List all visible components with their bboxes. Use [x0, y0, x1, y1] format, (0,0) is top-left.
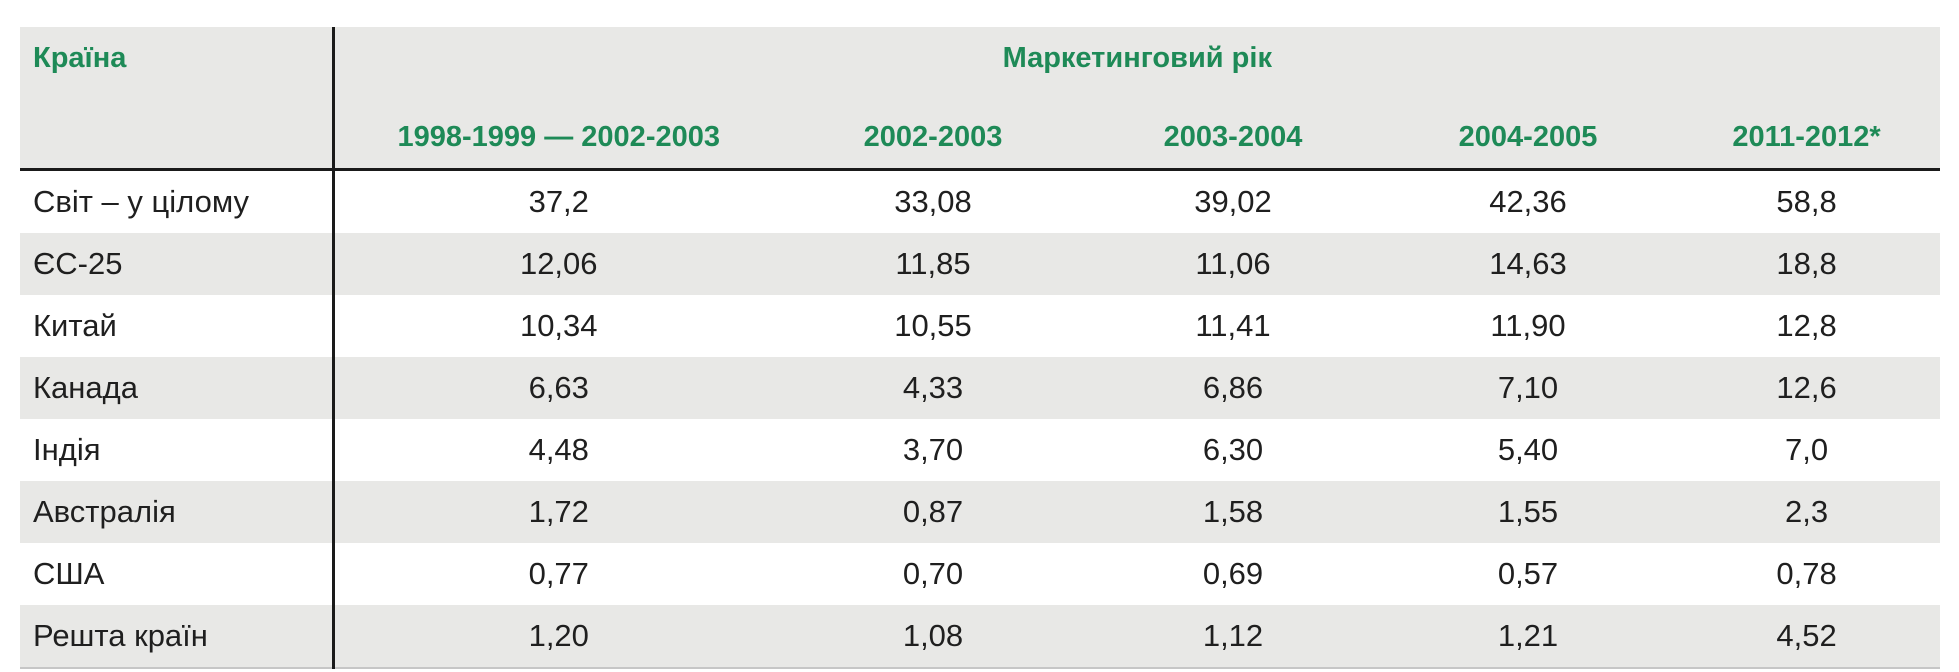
value-cell: 58,8 — [1673, 169, 1941, 233]
value-cell: 4,48 — [333, 419, 783, 481]
value-cell: 0,87 — [783, 481, 1083, 543]
value-cell: 2,3 — [1673, 481, 1941, 543]
value-cell: 12,8 — [1673, 295, 1941, 357]
table-row: ЄС-25 12,06 11,85 11,06 14,63 18,8 — [20, 233, 1941, 295]
table-row: Китай 10,34 10,55 11,41 11,90 12,8 — [20, 295, 1941, 357]
header-row-years: 1998-1999 — 2002-2003 2002-2003 2003-200… — [20, 90, 1941, 171]
table-row: Решта країн 1,20 1,08 1,12 1,21 4,52 — [20, 605, 1941, 669]
value-cell: 1,55 — [1383, 481, 1673, 543]
header-row-group: Країна Маркетинговий рік — [20, 27, 1941, 90]
country-cell: Індія — [20, 419, 335, 481]
value-cell: 37,2 — [333, 169, 783, 233]
value-cell: 1,12 — [1083, 605, 1383, 669]
value-cell: 11,90 — [1383, 295, 1673, 357]
value-cell: 1,08 — [783, 605, 1083, 669]
year-header-1998-2003: 1998-1999 — 2002-2003 — [333, 90, 783, 171]
value-cell: 7,10 — [1383, 357, 1673, 419]
value-cell: 1,21 — [1383, 605, 1673, 669]
table-row: Австралія 1,72 0,87 1,58 1,55 2,3 — [20, 481, 1941, 543]
table-row: Індія 4,48 3,70 6,30 5,40 7,0 — [20, 419, 1941, 481]
value-cell: 10,34 — [333, 295, 783, 357]
country-cell: Китай — [20, 295, 335, 357]
country-cell: ЄС-25 — [20, 233, 335, 295]
year-header-2002-2003: 2002-2003 — [783, 90, 1083, 171]
value-cell: 11,41 — [1083, 295, 1383, 357]
table-body: Світ – у цілому 37,2 33,08 39,02 42,36 58,8 ЄС… — [20, 169, 1941, 669]
value-cell: 1,20 — [333, 605, 783, 669]
value-cell: 1,72 — [333, 481, 783, 543]
value-cell: 42,36 — [1383, 169, 1673, 233]
value-cell: 0,69 — [1083, 543, 1383, 605]
table-row: Канада 6,63 4,33 6,86 7,10 12,6 — [20, 357, 1941, 419]
year-header-2003-2004: 2003-2004 — [1083, 90, 1383, 171]
value-cell: 3,70 — [783, 419, 1083, 481]
value-cell: 6,30 — [1083, 419, 1383, 481]
country-cell: Решта країн — [20, 605, 335, 669]
table-row: Світ – у цілому 37,2 33,08 39,02 42,36 58,8 — [20, 169, 1941, 233]
country-cell: Світ – у цілому — [20, 169, 335, 233]
value-cell: 5,40 — [1383, 419, 1673, 481]
value-cell: 0,70 — [783, 543, 1083, 605]
country-column-header: Країна — [20, 27, 335, 90]
value-cell: 11,85 — [783, 233, 1083, 295]
value-cell: 4,52 — [1673, 605, 1941, 669]
value-cell: 0,57 — [1383, 543, 1673, 605]
year-header-2011-2012: 2011-2012* — [1673, 90, 1941, 171]
year-header-2004-2005: 2004-2005 — [1383, 90, 1673, 171]
table-row: США 0,77 0,70 0,69 0,57 0,78 — [20, 543, 1941, 605]
country-cell: США — [20, 543, 335, 605]
value-cell: 1,58 — [1083, 481, 1383, 543]
value-cell: 4,33 — [783, 357, 1083, 419]
value-cell: 10,55 — [783, 295, 1083, 357]
value-cell: 7,0 — [1673, 419, 1941, 481]
marketing-year-group-header: Маркетинговий рік — [333, 27, 1941, 90]
value-cell: 12,6 — [1673, 357, 1941, 419]
value-cell: 39,02 — [1083, 169, 1383, 233]
table-header: Країна Маркетинговий рік 1998-1999 — 200… — [20, 27, 1941, 171]
country-cell: Австралія — [20, 481, 335, 543]
value-cell: 14,63 — [1383, 233, 1673, 295]
marketing-year-table: Країна Маркетинговий рік 1998-1999 — 200… — [20, 27, 1941, 669]
value-cell: 6,86 — [1083, 357, 1383, 419]
value-cell: 6,63 — [333, 357, 783, 419]
value-cell: 33,08 — [783, 169, 1083, 233]
value-cell: 0,77 — [333, 543, 783, 605]
country-cell: Канада — [20, 357, 335, 419]
value-cell: 18,8 — [1673, 233, 1941, 295]
value-cell: 12,06 — [333, 233, 783, 295]
value-cell: 11,06 — [1083, 233, 1383, 295]
country-header-spacer — [20, 90, 335, 171]
value-cell: 0,78 — [1673, 543, 1941, 605]
